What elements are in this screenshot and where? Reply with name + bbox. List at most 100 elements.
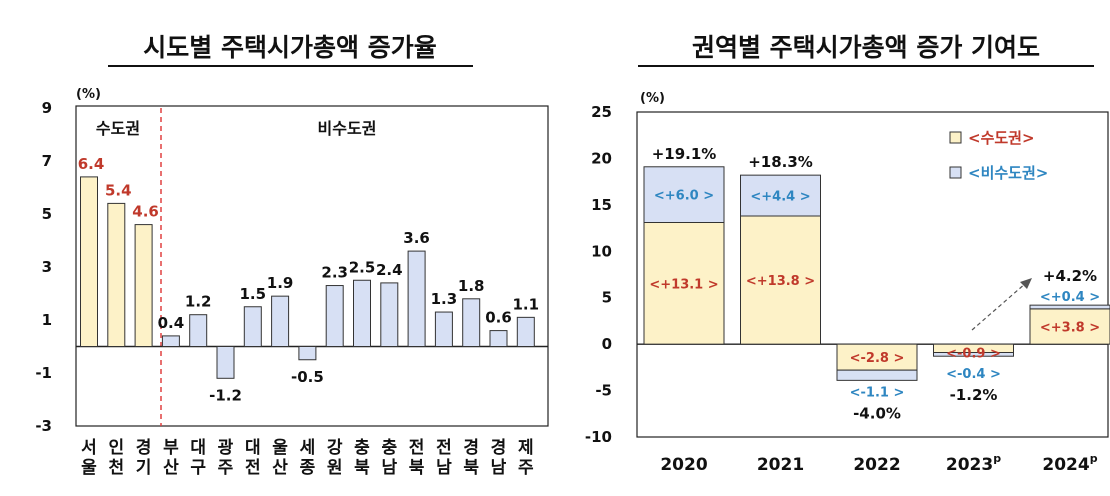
left-bar-세종 <box>298 346 317 361</box>
right-bar-noncapital-2024 <box>1029 304 1110 310</box>
left-y-tick-label: 3 <box>42 258 52 276</box>
right-y-tick-label: 0 <box>602 335 612 353</box>
trend-arrow-line <box>971 282 1027 331</box>
left-value-label-대구: 1.2 <box>185 293 212 311</box>
right-chart: 권역별 주택시가총액 증가 기여도 (%) 25 20 15 10 5 0 -5 -10 <+… <box>585 33 1110 475</box>
left-category-label-울산-top: 울 <box>272 438 288 458</box>
left-category-label-전남-bottom: 남 <box>436 458 452 478</box>
left-category-label-대구-top: 대 <box>190 438 206 458</box>
left-category-label-경북-top: 경 <box>463 438 479 458</box>
right-bar-noncapital-2022 <box>836 369 918 381</box>
left-category-label-전북-bottom: 북 <box>409 458 425 478</box>
left-bar-전남 <box>434 311 453 347</box>
left-category-label-울산-bottom: 산 <box>272 458 288 478</box>
legend-swatch-noncapital <box>949 166 962 179</box>
left-plot-frame <box>75 105 549 427</box>
left-category-label-인천-top: 인 <box>108 438 124 458</box>
left-category-label-세종-top: 세 <box>300 438 316 458</box>
left-bar-충남 <box>380 282 399 347</box>
left-chart-title: 시도별 주택시가총액 증가율 <box>143 33 436 62</box>
right-capital-label-2021: <+13.8 > <box>746 274 815 289</box>
left-bars: 6.45.44.6 0.41.2 -1.2 1.51.9 -0.5 2.3 2.5 2.43.… <box>78 155 539 404</box>
left-category-label-서울-bottom: 울 <box>81 458 97 478</box>
legend-label-capital: <수도권> <box>968 129 1035 147</box>
left-category-label-전북-top: 전 <box>409 438 425 458</box>
left-category-label-충북-top: 충 <box>354 438 370 458</box>
left-category-label-대전-top: 대 <box>245 438 261 458</box>
left-y-tick-label: 7 <box>42 152 52 170</box>
left-category-label-부산-bottom: 산 <box>163 458 179 478</box>
left-value-label-전남: 1.3 <box>431 290 458 308</box>
right-bar-noncapital-2023 <box>933 352 1014 357</box>
right-bar-capital-2022 <box>836 343 918 371</box>
left-bar-인천 <box>107 202 126 347</box>
left-value-label-세종: -0.5 <box>291 368 324 386</box>
region-label-noncapital: 비수도권 <box>318 119 377 138</box>
right-total-label-2020: +19.1% <box>652 145 717 163</box>
right-x-categories: 2020 2021 2022 2023p 2024p <box>660 452 1097 475</box>
right-chart-title: 권역별 주택시가총액 증가 기여도 <box>692 33 1040 62</box>
left-bar-부산 <box>161 335 180 347</box>
left-category-label-대전-bottom: 전 <box>245 458 261 478</box>
left-bar-경남 <box>489 330 508 348</box>
left-bar-대구 <box>189 314 208 348</box>
right-bar-noncapital-2020 <box>643 166 725 224</box>
left-bar-제주 <box>516 316 535 348</box>
left-bar-서울 <box>80 176 98 347</box>
left-category-label-경기-top: 경 <box>136 438 152 458</box>
right-y-tick-label: 15 <box>591 196 612 214</box>
right-bar-capital-2021 <box>740 215 821 345</box>
left-category-label-서울-top: 서 <box>81 438 97 458</box>
right-category-label-2020: 2020 <box>660 455 707 475</box>
left-bar-울산 <box>271 295 290 347</box>
left-category-label-전남-top: 전 <box>436 438 452 458</box>
right-noncapital-label-2021: <+4.4 > <box>750 190 810 205</box>
left-value-label-인천: 5.4 <box>105 181 132 199</box>
left-category-label-경남-top: 경 <box>491 438 507 458</box>
left-category-label-광주-bottom: 주 <box>218 458 234 478</box>
right-y-tick-label: 5 <box>602 289 612 307</box>
left-bar-경기 <box>134 224 153 348</box>
right-y-tick-label: -5 <box>595 382 612 400</box>
left-bar-강원 <box>325 285 344 347</box>
left-value-label-부산: 0.4 <box>158 314 185 332</box>
right-capital-label-2022: <-2.8 > <box>850 351 905 366</box>
left-category-label-충북-bottom: 북 <box>354 458 370 478</box>
left-category-label-제주-bottom: 주 <box>518 458 534 478</box>
left-value-label-제주: 1.1 <box>513 295 540 313</box>
right-capital-label-2023: <-0.9 > <box>946 347 1001 362</box>
left-category-label-광주-top: 광 <box>218 438 234 458</box>
left-y-tick-label: 1 <box>42 311 52 329</box>
left-value-label-충남: 2.4 <box>376 261 403 279</box>
left-chart: 시도별 주택시가총액 증가율 (%) 수도권 비수도권 9 7 5 3 1 -1 -3 6.… <box>35 33 549 478</box>
right-noncapital-label-2020: <+6.0 > <box>654 189 714 204</box>
left-bar-전북 <box>407 250 426 348</box>
left-bar-대전 <box>243 306 262 347</box>
right-total-label-2022: -4.0% <box>853 404 901 422</box>
left-value-label-경기: 4.6 <box>132 203 159 221</box>
left-category-label-대구-bottom: 구 <box>190 458 206 478</box>
right-bar-capital-2024 <box>1029 308 1110 345</box>
left-y-tick-label: 9 <box>42 99 52 117</box>
right-y-tick-label: 25 <box>591 103 612 121</box>
left-category-label-충남-bottom: 남 <box>381 458 397 478</box>
right-category-label-2021: 2021 <box>757 455 804 475</box>
right-capital-label-2020: <+13.1 > <box>649 277 718 292</box>
left-bar-광주 <box>216 346 235 379</box>
left-value-label-경북: 1.8 <box>458 277 485 295</box>
left-value-label-전북: 3.6 <box>403 229 430 247</box>
left-value-label-서울: 6.4 <box>78 155 105 173</box>
left-unit-label: (%) <box>76 87 101 102</box>
right-category-label-2024: 2024p <box>1042 452 1097 475</box>
left-y-tick-label: -3 <box>35 417 52 435</box>
right-noncapital-label-2022: <-1.1 > <box>850 385 905 400</box>
right-capital-label-2024: <+3.8 > <box>1040 321 1100 336</box>
right-unit-label: (%) <box>640 91 665 106</box>
left-category-label-부산-top: 부 <box>163 438 179 458</box>
right-category-label-2023: 2023p <box>946 452 1001 475</box>
left-category-label-경북-bottom: 북 <box>463 458 479 478</box>
right-bar-capital-2020 <box>643 222 725 345</box>
left-category-label-충남-top: 충 <box>381 438 397 458</box>
